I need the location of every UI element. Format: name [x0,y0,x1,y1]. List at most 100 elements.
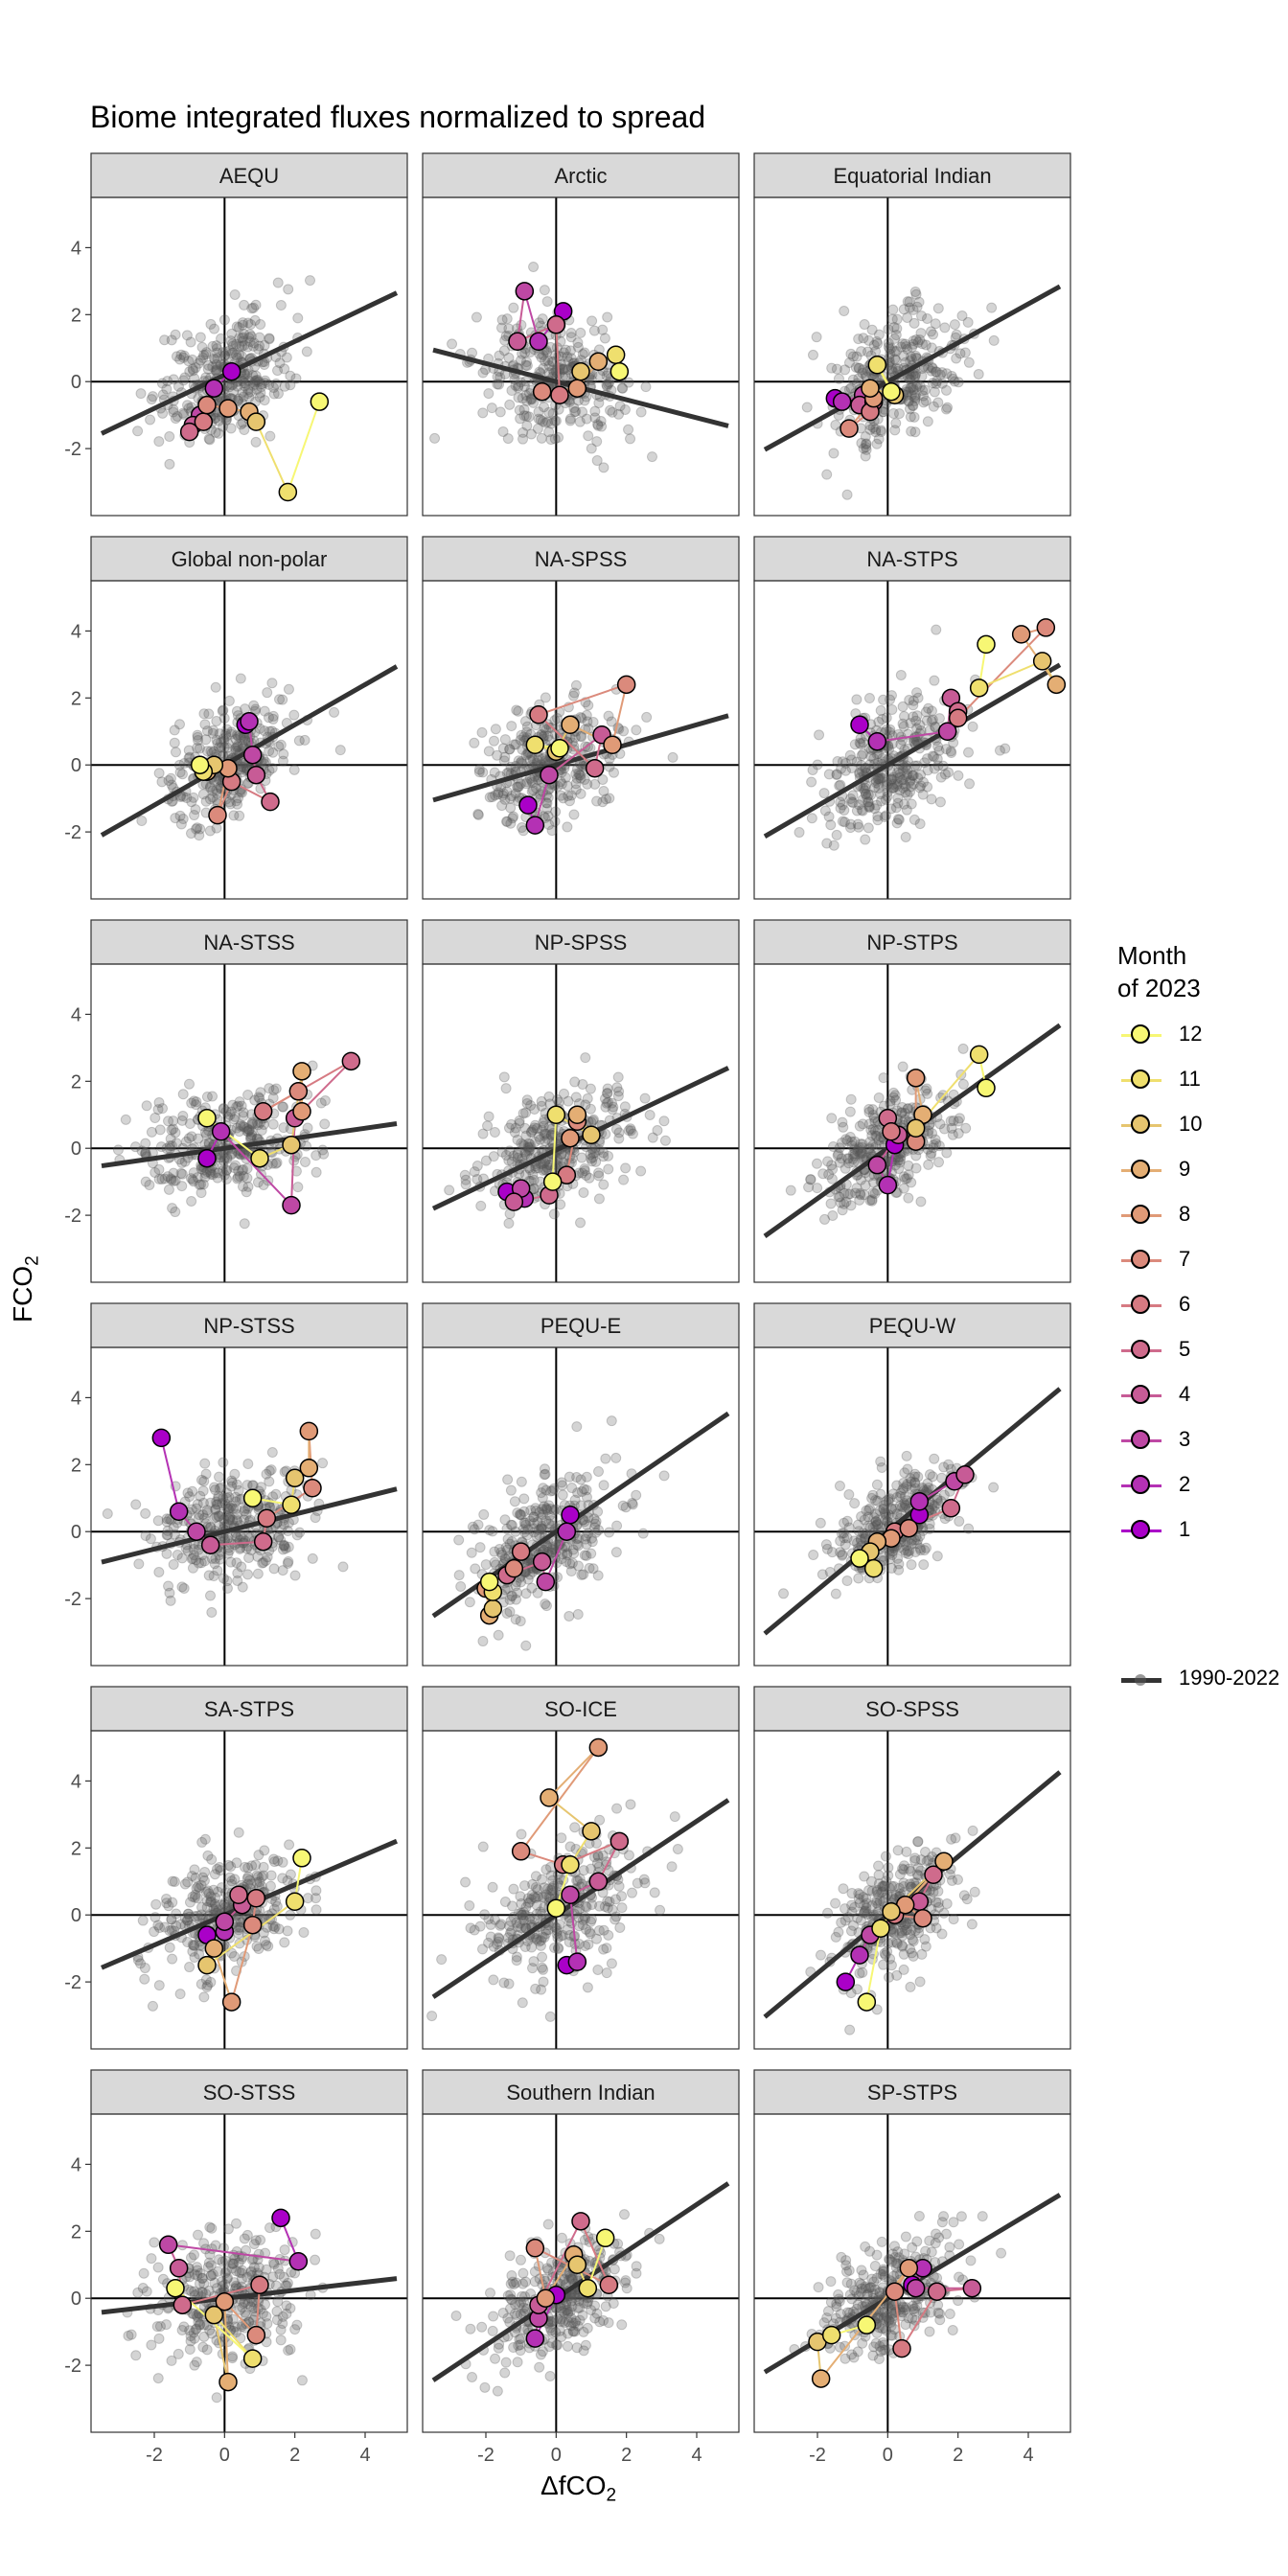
background-point [908,1477,920,1488]
y-tick-label: 4 [71,238,81,259]
background-point [197,789,209,800]
background-point [954,1515,965,1527]
background-point [922,765,933,776]
background-point [929,751,940,763]
background-point [184,751,196,763]
background-point [912,1471,924,1483]
background-point [835,1547,846,1558]
background-point [273,741,285,752]
background-point [243,391,255,402]
background-point [598,1944,610,1955]
background-point [572,337,584,349]
chart-title: Biome integrated fluxes normalized to sp… [90,100,706,134]
background-point [902,311,913,323]
background-point [581,709,592,721]
background-point [604,761,615,772]
background-point [939,1123,951,1135]
y-tick-label: 4 [71,621,81,642]
background-point [535,1134,546,1145]
background-point [826,1113,838,1124]
background-point [857,367,868,379]
background-point [278,1540,289,1552]
background-point [176,1157,188,1168]
background-point [603,1096,614,1108]
background-point [488,735,499,747]
background-point [907,341,918,353]
background-point [899,1107,910,1118]
background-point [176,1115,188,1126]
background-point [847,1148,859,1160]
facet-strip-label: SO-ICE [544,1697,617,1721]
background-point [509,374,520,385]
background-point [923,1159,934,1170]
background-point [667,751,678,763]
background-point [187,1945,198,1957]
background-point [934,796,946,808]
background-point [585,1103,596,1115]
background-point [873,1092,885,1103]
background-point [226,726,238,738]
background-point [564,1841,576,1852]
background-point [811,332,822,343]
background-point [922,781,933,793]
background-point [161,1516,172,1528]
background-point [593,1525,605,1536]
background-point [920,1085,932,1096]
background-point [494,406,506,418]
background-point [524,1515,536,1527]
background-point [187,363,198,375]
background-point [546,1543,558,1554]
background-point [153,1163,165,1175]
background-point [182,1487,194,1499]
background-point [912,692,924,703]
background-point [183,1133,195,1144]
background-point [487,792,498,803]
background-point [278,1519,289,1530]
background-point [931,1138,942,1149]
background-point [522,1524,534,1535]
background-point [505,1916,517,1927]
background-point [484,792,495,803]
background-point [586,443,597,454]
background-point [301,1140,312,1152]
background-point [806,776,817,788]
facet-panel: NP-STPS [753,919,1071,1283]
background-point [216,1882,227,1894]
background-point [268,1085,280,1096]
background-point [494,379,505,390]
background-point [499,734,511,746]
background-point [499,794,511,805]
background-point [856,1510,867,1522]
background-point [170,329,181,340]
background-point [888,333,900,344]
background-point [593,398,605,409]
background-point [204,434,216,446]
background-point [469,1166,480,1178]
background-point [863,800,875,812]
background-point [167,1897,178,1908]
background-point [261,1468,272,1480]
background-point [498,1977,510,1989]
background-point [251,1870,263,1881]
background-point [231,1101,242,1113]
background-point [232,798,243,810]
background-point [604,1896,615,1907]
y-tick-label: 0 [71,1522,81,1543]
background-point [889,354,901,365]
background-point [794,827,805,839]
background-point [909,371,921,382]
month-point [603,735,622,754]
background-point [607,1097,618,1109]
background-point [618,1174,630,1185]
background-point [940,744,952,755]
background-point [837,756,848,768]
background-point [871,1131,883,1142]
background-point [910,288,922,300]
background-point [205,1590,217,1601]
background-point [591,436,603,448]
month-point [1011,625,1031,644]
background-point [231,1508,242,1520]
month-path-segment [255,421,289,493]
month-point [571,361,590,381]
